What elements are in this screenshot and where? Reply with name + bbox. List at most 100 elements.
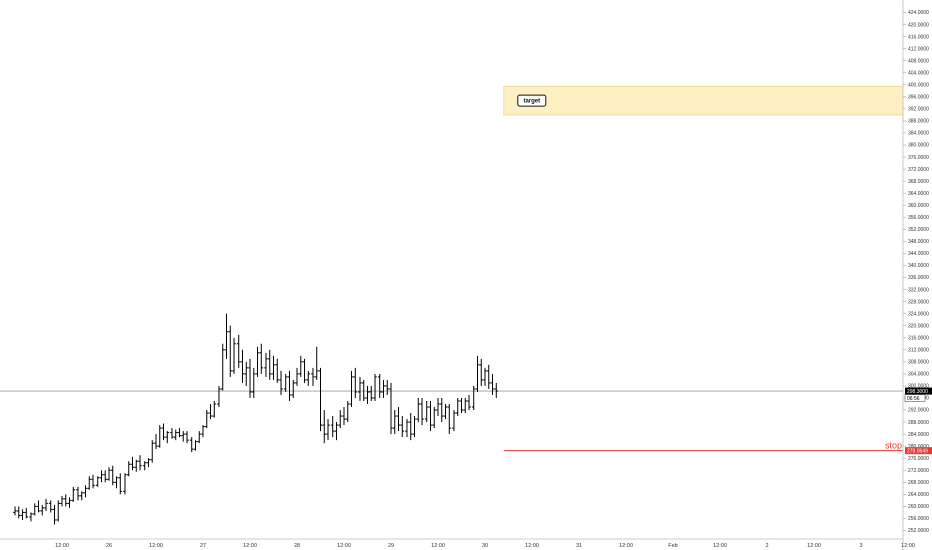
- ohlc-bar: [490, 373, 495, 395]
- ohlc-bar: [63, 494, 68, 507]
- ohlc-bar: [95, 476, 100, 487]
- ohlc-bar: [259, 343, 264, 374]
- ohlc-bar: [220, 343, 225, 391]
- price-tick-label: 384.0000: [908, 131, 929, 137]
- ohlc-bar: [255, 346, 260, 377]
- ohlc-bar: [16, 506, 21, 519]
- ohlc-bar: [208, 404, 213, 420]
- target-zone[interactable]: target: [503, 85, 904, 116]
- target-label: target: [523, 99, 540, 105]
- time-tick-label: 12:00: [243, 543, 257, 549]
- ohlc-bar: [173, 429, 178, 441]
- ohlc-bar: [455, 397, 460, 417]
- ohlc-bar: [228, 325, 233, 377]
- ohlc-bar: [71, 486, 76, 502]
- ohlc-bar: [76, 486, 80, 501]
- ohlc-bar: [232, 337, 236, 374]
- price-tick-label: 396.0000: [908, 95, 929, 101]
- price-tick-label: 316.0000: [908, 335, 929, 341]
- ohlc-bar: [244, 361, 249, 386]
- ohlc-bar: [365, 385, 370, 405]
- ohlc-bar: [103, 470, 108, 483]
- ohlc-bar: [432, 407, 437, 429]
- ohlc-bar: [420, 397, 424, 426]
- time-tick-label: 12:00: [807, 543, 821, 549]
- time-tick-label: 26: [106, 543, 112, 549]
- stop-level[interactable]: stop: [503, 441, 903, 452]
- ohlc-bar: [279, 370, 283, 395]
- ohlc-bar: [428, 400, 433, 432]
- ohlc-bar: [161, 423, 166, 441]
- time-axis[interactable]: 12:00 26 12:00 27 12:00 28 12:00 29 12:00 30 12:00…: [0, 538, 915, 549]
- ohlc-bar: [452, 410, 456, 432]
- ohlc-bar: [44, 498, 48, 511]
- ohlc-bar: [342, 407, 346, 426]
- ohlc-bar: [240, 349, 245, 383]
- ohlc-bar: [130, 456, 135, 471]
- stop-label: stop: [885, 441, 902, 451]
- ohlc-bar: [353, 367, 358, 398]
- ohlc-bar: [201, 425, 205, 438]
- ohlc-bar: [67, 497, 72, 508]
- price-tick-label: 364.0000: [908, 191, 929, 197]
- ohlc-bar: [287, 370, 292, 401]
- ohlc-bar: [224, 313, 229, 359]
- ohlc-bar: [385, 379, 390, 395]
- ohlc-bar: [314, 346, 319, 380]
- ohlc-bar: [494, 382, 499, 398]
- ohlc-bar: [189, 437, 194, 453]
- ohlc-bars: [13, 313, 499, 525]
- ohlc-bar: [400, 416, 405, 438]
- time-axis-ticks: 12:00 26 12:00 27 12:00 28 12:00 29 12:00 30 12:00…: [55, 543, 915, 549]
- ohlc-bar: [459, 397, 464, 414]
- price-tick-label: 372.0000: [908, 167, 929, 173]
- target-zone-rect[interactable]: [503, 85, 904, 116]
- ohlc-bar: [283, 373, 288, 392]
- ohlc-bar: [83, 485, 88, 498]
- target-label-box: [517, 94, 547, 107]
- time-tick-label: 28: [294, 543, 300, 549]
- ohlc-bar: [157, 425, 162, 448]
- stop-price-tag: 278.0649: [905, 447, 932, 454]
- ohlc-bar: [150, 440, 155, 463]
- ohlc-bar: [248, 358, 252, 398]
- price-tick-label: 328.0000: [908, 299, 929, 305]
- ohlc-bar: [110, 465, 115, 486]
- price-tick-label: 348.0000: [908, 239, 929, 245]
- ohlc-bar: [345, 400, 350, 423]
- ohlc-bar: [13, 506, 17, 516]
- ohlc-bar: [165, 431, 170, 444]
- ohlc-bar: [361, 379, 366, 401]
- ohlc-bar: [318, 367, 323, 432]
- price-tick-label: 416.0000: [908, 34, 929, 40]
- ohlc-bar: [123, 473, 127, 495]
- ohlc-bar: [381, 379, 386, 398]
- ohlc-bar: [424, 400, 429, 423]
- price-tick-label: 272.0000: [908, 468, 929, 474]
- ohlc-bar: [412, 416, 417, 438]
- ohlc-bar: [138, 455, 142, 471]
- price-axis-background: [903, 0, 932, 550]
- ohlc-bar: [486, 364, 491, 389]
- ohlc-bar: [142, 461, 147, 471]
- ohlc-bar: [217, 385, 221, 408]
- ohlc-bar: [322, 410, 327, 444]
- price-tick-label: 412.0000: [908, 46, 929, 52]
- price-axis[interactable]: 252.0000 256.0000 260.0000 264.0000 268.0000…: [902, 0, 932, 550]
- ohlc-bar: [443, 404, 448, 420]
- price-tick-label: 388.0000: [908, 119, 929, 125]
- ohlc-bar: [306, 370, 311, 386]
- ohlc-bar: [396, 407, 401, 432]
- time-tick-label: 30: [482, 543, 488, 549]
- price-tick-label: 352.0000: [908, 227, 929, 233]
- ohlc-bar: [349, 370, 354, 408]
- ohlc-bar: [177, 428, 182, 438]
- ohlc-bar: [330, 416, 335, 438]
- countdown-tag-box: [904, 394, 926, 402]
- current-price-tag: 298.3000 06:56: [904, 387, 932, 402]
- time-tick-label: 2: [765, 543, 768, 549]
- time-tick-label: 12:00: [149, 543, 163, 549]
- ohlc-bar: [251, 367, 256, 398]
- ohlc-bar: [118, 473, 123, 495]
